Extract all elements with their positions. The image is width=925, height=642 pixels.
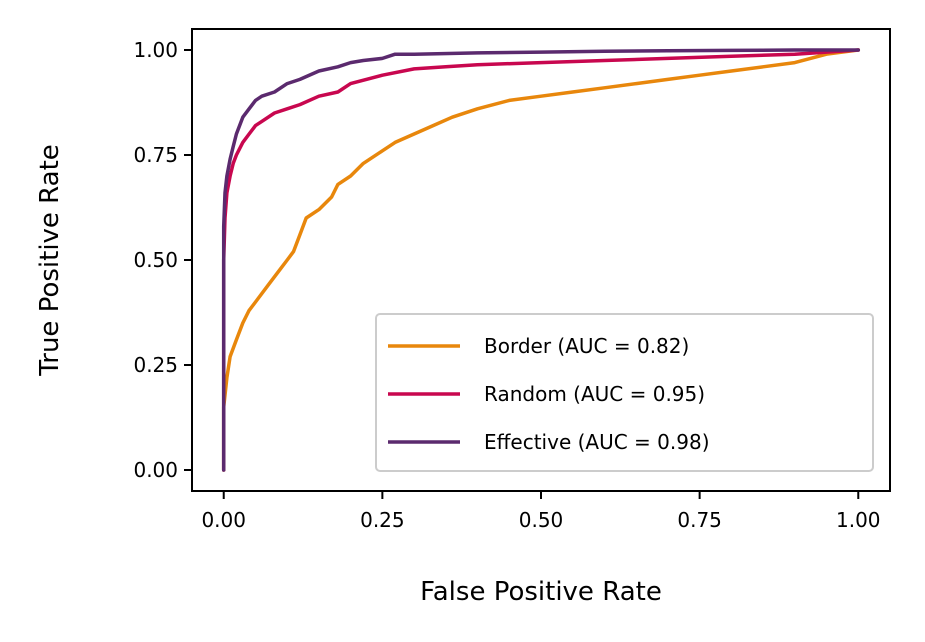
x-tick-label: 0.75 — [677, 508, 722, 532]
y-tick-label: 0.50 — [133, 248, 178, 272]
y-tick-label: 0.25 — [133, 353, 178, 377]
series-layer — [221, 48, 861, 472]
legend: Border (AUC = 0.82) Random (AUC = 0.95) Ef… — [375, 313, 874, 472]
y-axis: 0.00 0.25 0.50 0.75 1.00 — [133, 38, 192, 482]
x-tick-label: 0.50 — [519, 508, 564, 532]
legend-label-0: Border (AUC = 0.82) — [484, 334, 689, 358]
series-line-0 — [221, 48, 861, 472]
x-tick-label: 1.00 — [836, 508, 881, 532]
x-tick-label: 0.00 — [201, 508, 246, 532]
y-tick-label: 1.00 — [133, 38, 178, 62]
x-axis: 0.00 0.25 0.50 0.75 1.00 — [201, 491, 881, 532]
series-line-2 — [221, 48, 861, 472]
series-line-1 — [221, 48, 861, 472]
y-tick-label: 0.00 — [133, 458, 178, 482]
legend-box — [375, 313, 874, 472]
legend-label-2: Effective (AUC = 0.98) — [484, 430, 710, 454]
legend-label-1: Random (AUC = 0.95) — [484, 382, 705, 406]
x-tick-label: 0.25 — [360, 508, 405, 532]
y-axis-label: True Positive Rate — [35, 144, 65, 377]
x-axis-label: False Positive Rate — [420, 577, 662, 607]
y-tick-label: 0.75 — [133, 143, 178, 167]
